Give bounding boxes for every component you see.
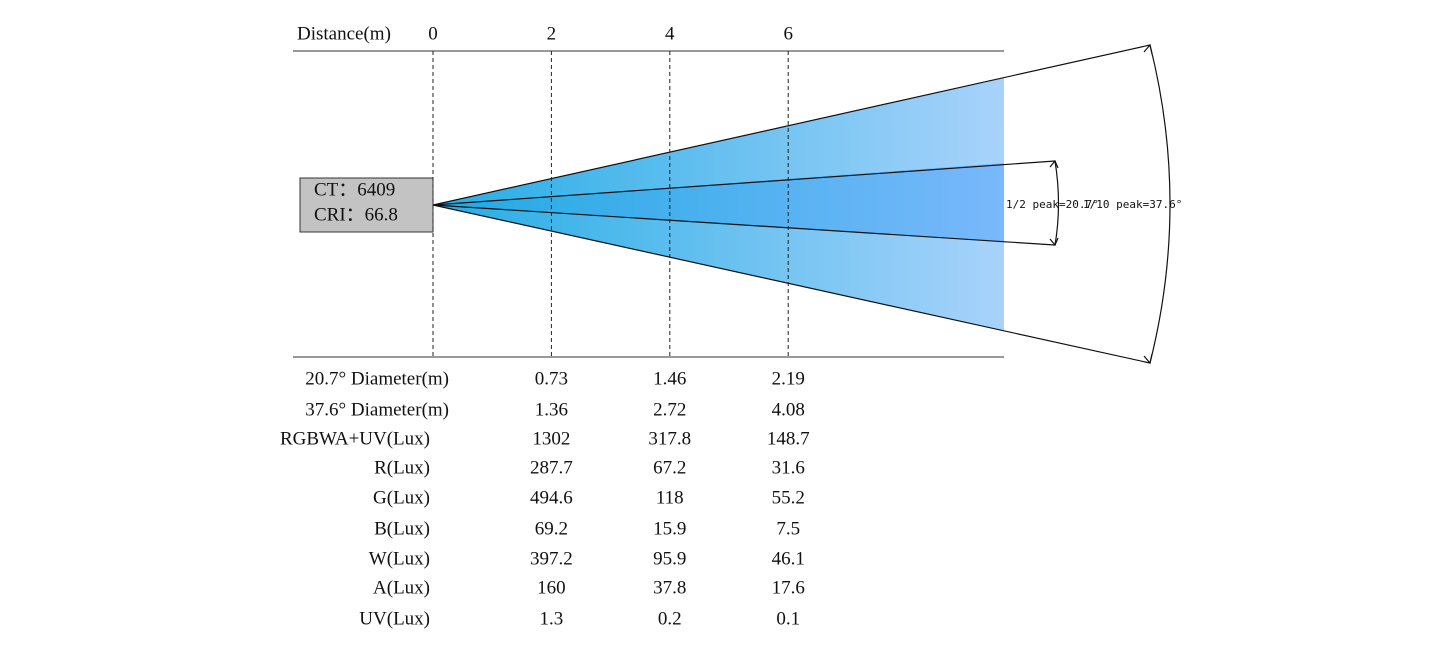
cell-value: 0.73: [535, 368, 568, 389]
distance-tick: 0: [428, 23, 438, 44]
cell-value: 397.2: [530, 548, 573, 569]
cell-value: 17.6: [772, 577, 805, 598]
cell-value: 7.5: [776, 518, 800, 539]
cell-value: 494.6: [530, 487, 573, 508]
row-label: R(Lux): [374, 457, 430, 478]
cell-value: 148.7: [767, 428, 810, 449]
cell-value: 1.36: [535, 399, 568, 420]
cell-value: 69.2: [535, 518, 568, 539]
row-label: A(Lux): [373, 577, 430, 598]
cell-value: 46.1: [772, 548, 805, 569]
distance-tick: 6: [783, 23, 793, 44]
cell-value: 55.2: [772, 487, 805, 508]
cell-value: 118: [656, 487, 684, 508]
cell-value: 31.6: [772, 457, 805, 478]
cell-value: 1.3: [540, 608, 564, 629]
cell-value: 0.2: [658, 608, 682, 629]
row-label: W(Lux): [369, 548, 430, 569]
distance-tick: 4: [665, 23, 675, 44]
cell-value: 15.9: [653, 518, 686, 539]
row-label: 37.6° Diameter(m): [305, 399, 449, 420]
cell-value: 95.9: [653, 548, 686, 569]
cell-value: 2.19: [772, 368, 805, 389]
row-label: G(Lux): [373, 487, 430, 508]
tenth-peak-label: 1/10 peak=37.6°: [1083, 198, 1182, 211]
row-label: 20.7° Diameter(m): [305, 368, 449, 389]
row-label: RGBWA+UV(Lux): [280, 428, 430, 449]
cri-label: CRI：66.8: [314, 204, 398, 225]
cell-value: 287.7: [530, 457, 573, 478]
cell-value: 160: [537, 577, 566, 598]
source-box: [299, 177, 434, 233]
row-label: UV(Lux): [359, 608, 430, 629]
cell-value: 0.1: [776, 608, 800, 629]
cell-value: 317.8: [648, 428, 691, 449]
cell-value: 1302: [532, 428, 570, 449]
beam-lines: [432, 43, 1171, 365]
cell-value: 4.08: [772, 399, 805, 420]
inner-beam: [433, 163, 1004, 242]
cell-value: 37.8: [653, 577, 686, 598]
row-label: B(Lux): [374, 518, 430, 539]
distance-label: Distance(m): [297, 23, 391, 44]
ct-label: CT：6409: [314, 179, 395, 200]
cell-value: 1.46: [653, 368, 686, 389]
half-peak-label: 1/2 peak=20.7°: [1006, 198, 1099, 211]
cell-value: 67.2: [653, 457, 686, 478]
distance-tick: 2: [547, 23, 557, 44]
cell-value: 2.72: [653, 399, 686, 420]
